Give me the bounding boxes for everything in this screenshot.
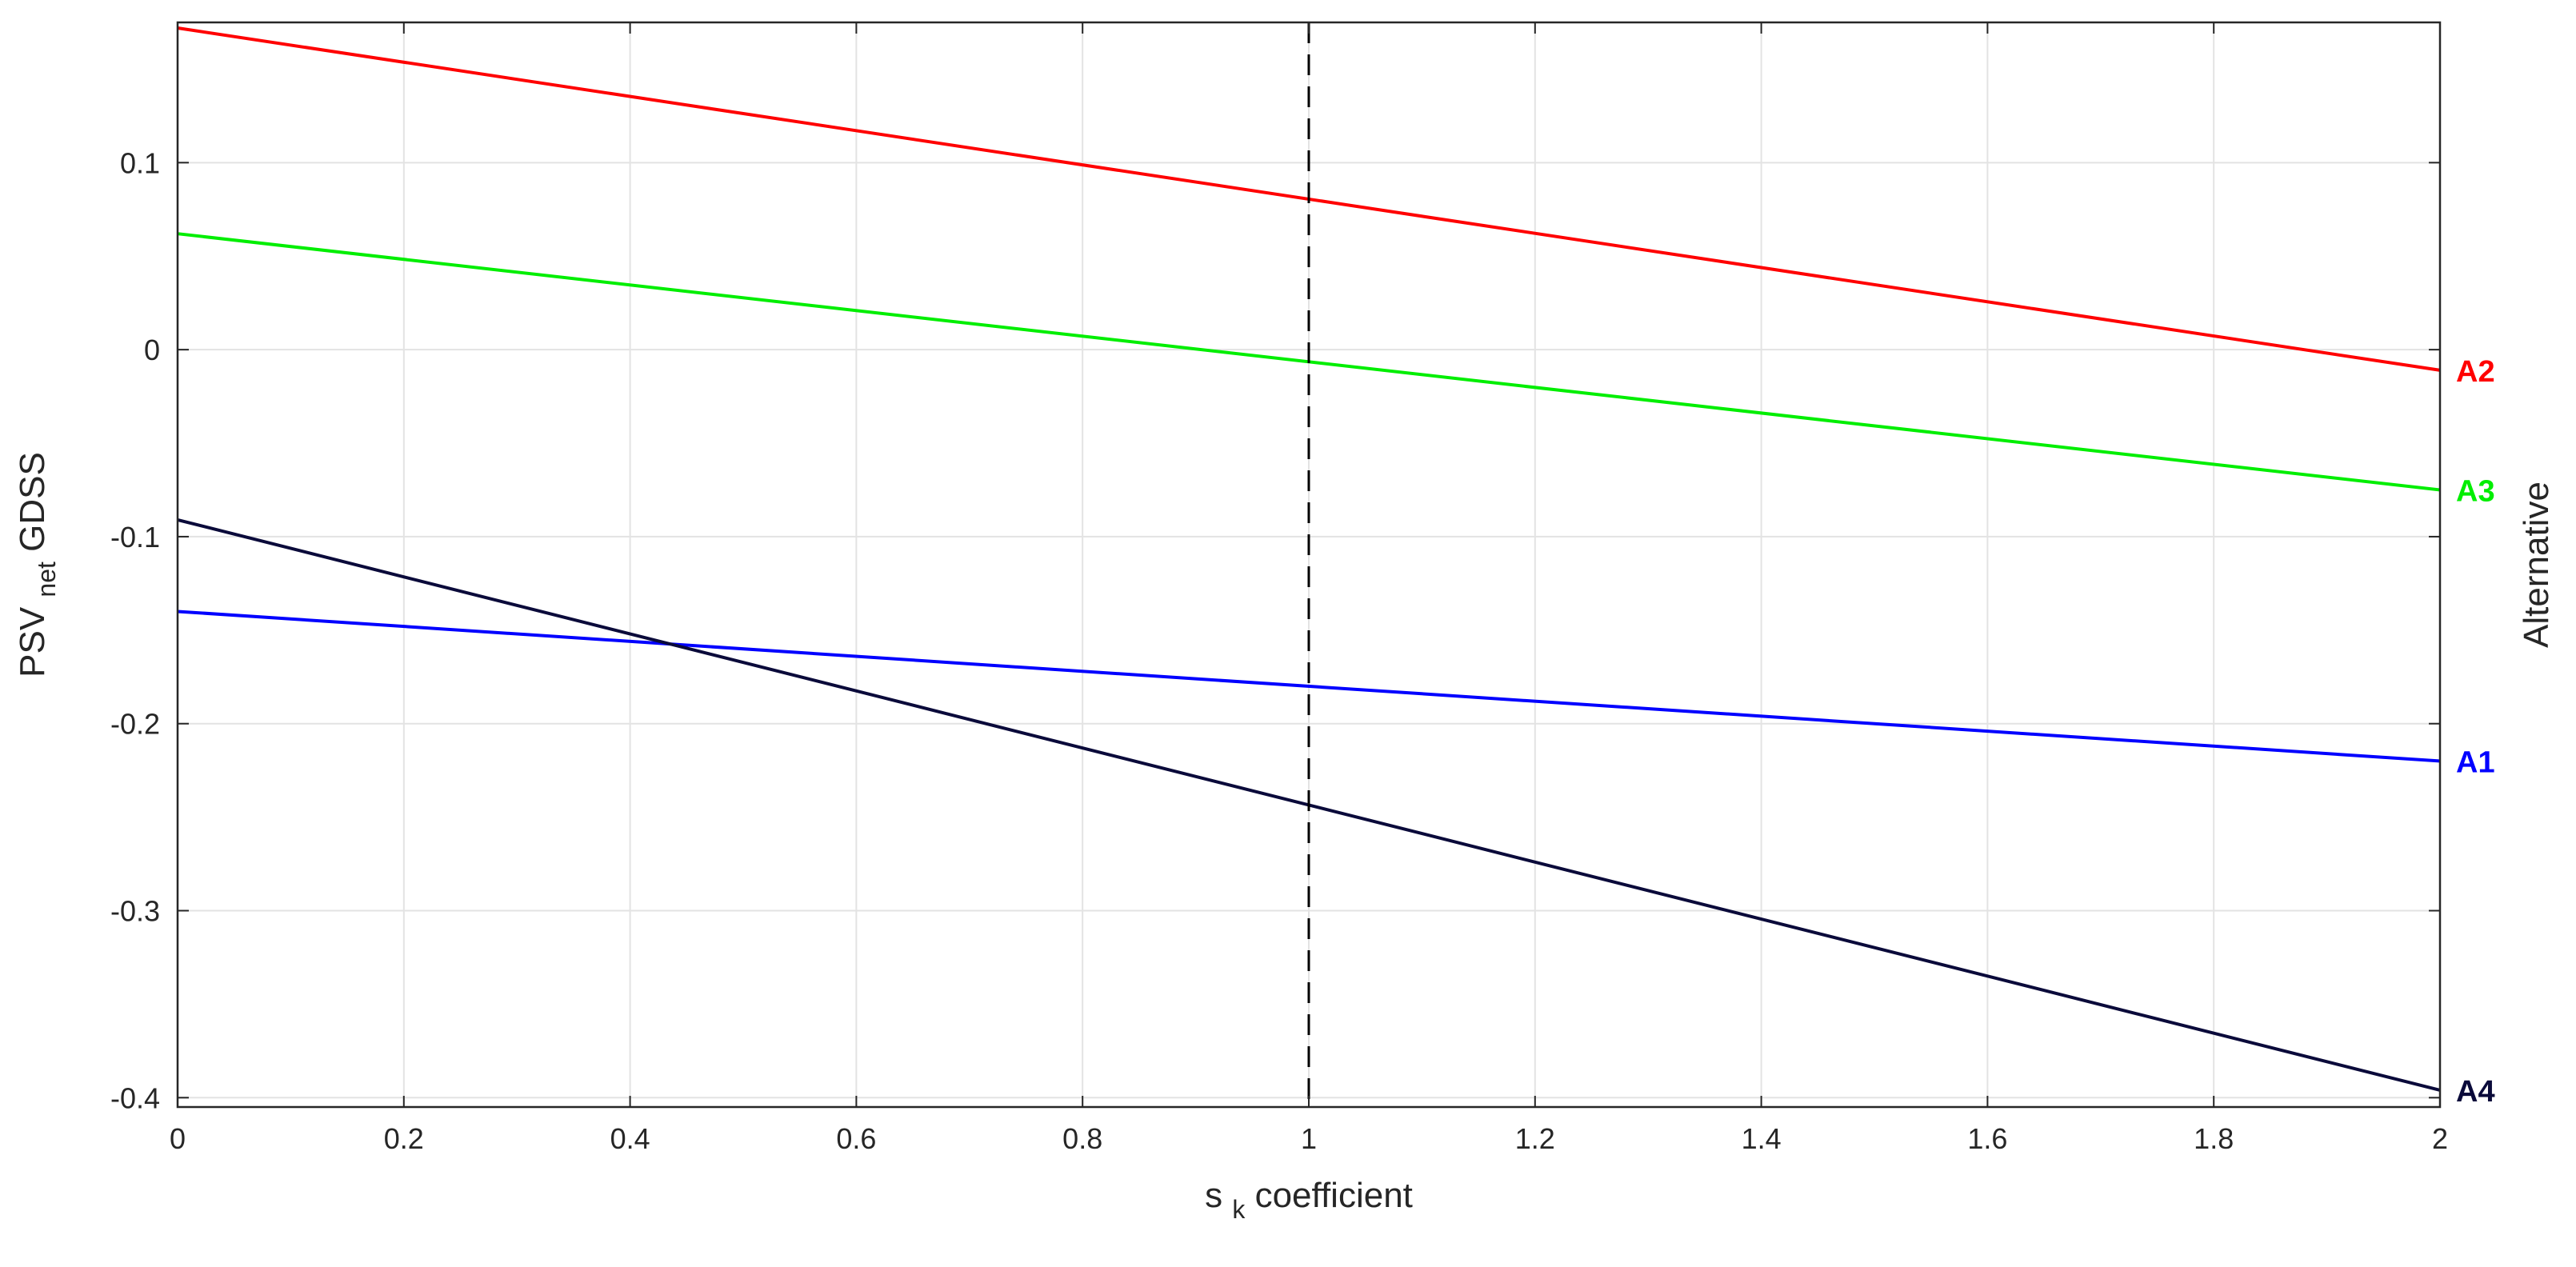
series-label-a2: A2 [2456, 355, 2495, 389]
y-axis-title: PSV net GDSS [13, 452, 63, 677]
series-labels: A2 A3 A1 A4 [2456, 355, 2495, 1109]
series-label-a3: A3 [2456, 474, 2495, 508]
x-tick-label: 1 [1301, 1122, 1317, 1155]
x-axis-title-sub: k [1232, 1195, 1246, 1224]
y-axis-title-rest: GDSS [13, 452, 52, 552]
x-tick-label: 0.4 [610, 1122, 650, 1155]
x-tick-label: 1.8 [2194, 1122, 2234, 1155]
y-tick-label: 0 [144, 334, 160, 366]
series-label-a4: A4 [2456, 1075, 2495, 1109]
y-tick-label: -0.3 [110, 895, 160, 928]
x-tick-label: 1.2 [1515, 1122, 1555, 1155]
right-axis-title: Alternative [2517, 482, 2556, 648]
y-axis-title-main: PSV [13, 606, 52, 677]
series-label-a1: A1 [2456, 745, 2495, 779]
y-tick-label: 0.1 [120, 146, 160, 179]
y-axis-title-sub: net [32, 562, 61, 598]
x-tick-label: 2 [2432, 1122, 2448, 1155]
x-axis-title: s k coefficient [1205, 1176, 1413, 1226]
x-axis-title-main: s [1205, 1176, 1222, 1215]
x-tick-label: 0 [170, 1122, 186, 1155]
x-axis-title-rest: coefficient [1255, 1176, 1413, 1215]
x-tick-label: 0.6 [836, 1122, 876, 1155]
tick-labels: 0 0.2 0.4 0.6 0.8 1 1.2 1.4 1.6 1.8 2 0.1 0 -0.1 -0.2 -… [110, 146, 2448, 1155]
x-tick-label: 1.4 [1742, 1122, 1782, 1155]
x-tick-label: 0.2 [384, 1122, 424, 1155]
axis-titles: s k coefficient PSV net GDSS Alternative [13, 452, 2556, 1226]
y-tick-label: -0.4 [110, 1081, 160, 1114]
y-tick-label: -0.2 [110, 708, 160, 741]
y-tick-label: -0.1 [110, 521, 160, 554]
axes-frame [176, 21, 2442, 1109]
x-tick-label: 1.6 [1967, 1122, 2007, 1155]
x-tick-label: 0.8 [1062, 1122, 1102, 1155]
series-line-a1 [177, 610, 2441, 763]
